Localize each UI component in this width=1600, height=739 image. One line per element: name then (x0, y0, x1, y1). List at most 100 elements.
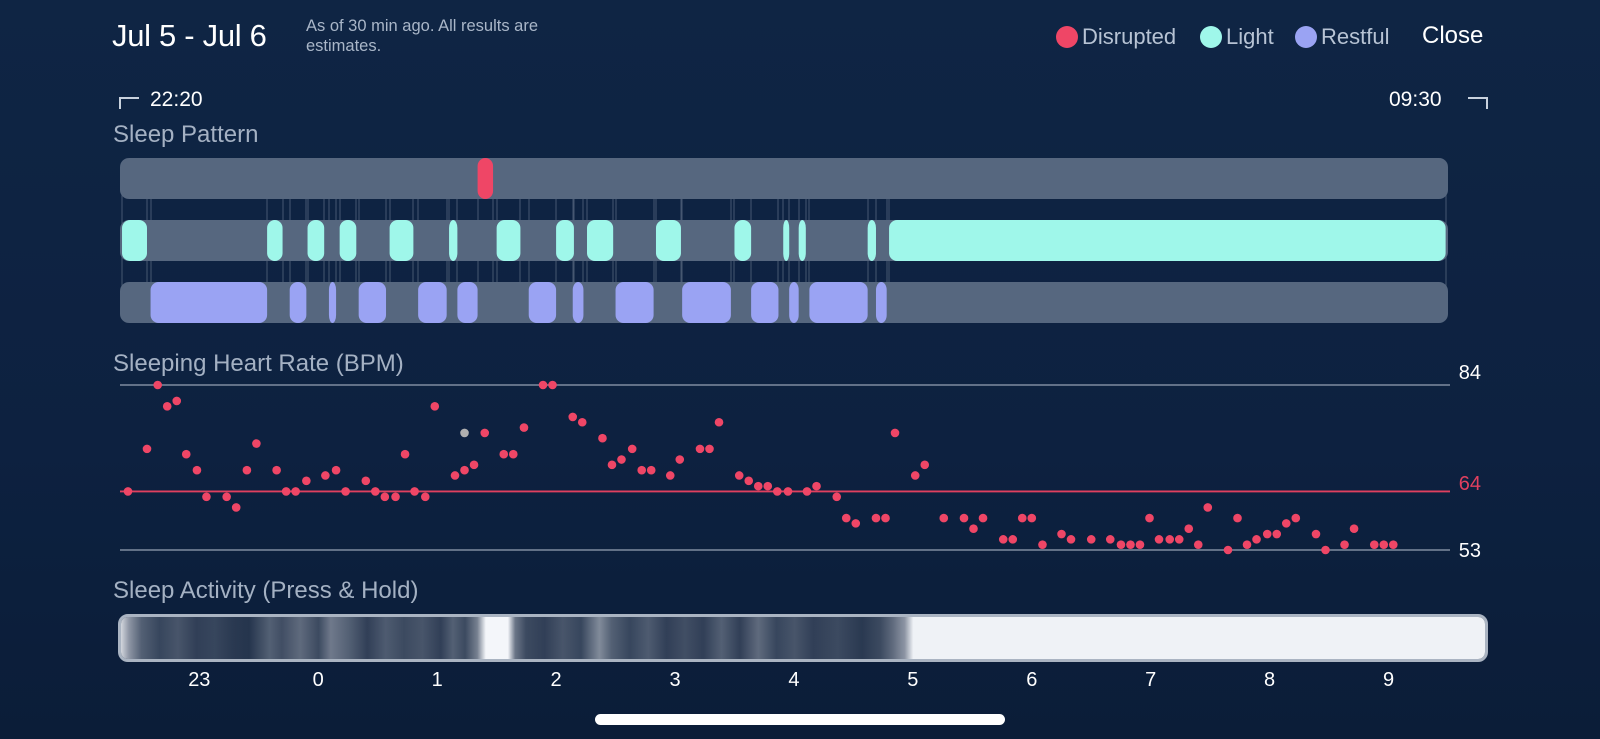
hr-point (841, 513, 851, 523)
time-tick-label: 7 (1145, 669, 1157, 691)
sleep-pattern-chart[interactable] (0, 150, 1600, 335)
legend-light: Light (1200, 24, 1274, 50)
hr-point (1262, 529, 1272, 539)
hr-point (499, 449, 509, 459)
segment-light (556, 220, 574, 261)
segment-light (734, 220, 752, 261)
hr-point (1116, 540, 1126, 549)
segment-restful (875, 282, 887, 323)
hr-point (1165, 535, 1175, 544)
segment-light (307, 220, 325, 261)
hr-point (142, 444, 152, 454)
hr-max-label: 84 (1458, 362, 1481, 384)
hr-point (637, 465, 647, 475)
hr-point (890, 428, 900, 438)
date-range-title: Jul 5 - Jul 6 (112, 18, 267, 53)
segment-light (267, 220, 283, 261)
hr-point (1038, 540, 1047, 549)
hr-point (450, 471, 460, 480)
segment-restful (150, 282, 268, 323)
hr-point (1242, 540, 1252, 549)
hr-point (162, 401, 172, 411)
hr-point (705, 444, 714, 454)
hr-point (802, 487, 812, 496)
hr-point (871, 513, 881, 523)
track-disrupted (120, 158, 1448, 199)
hr-point (714, 417, 724, 427)
hr-point (695, 444, 705, 454)
hr-point (734, 471, 744, 480)
time-tick-label: 5 (907, 669, 919, 691)
segment-restful (418, 282, 447, 323)
segment-light (867, 220, 876, 261)
hr-point (469, 460, 479, 470)
estimate-note: As of 30 min ago. All results are estima… (306, 17, 539, 55)
hr-point (1281, 519, 1291, 528)
hr-point (1017, 513, 1027, 523)
segment-light (389, 220, 414, 261)
hr-point (812, 481, 821, 491)
hr-point (291, 487, 300, 496)
hr-point (400, 449, 410, 459)
legend-restful-label: Restful (1321, 24, 1390, 49)
hr-point (910, 471, 920, 480)
segment-restful (457, 282, 478, 323)
hr-outlier-point (460, 428, 469, 438)
hr-point (222, 492, 231, 502)
hr-point (410, 487, 419, 496)
hr-point (665, 471, 675, 480)
time-tick-label: 23 (188, 669, 211, 691)
hr-point (1027, 513, 1037, 523)
hr-point (242, 465, 252, 475)
hr-point (1272, 529, 1282, 539)
segment-light (889, 220, 1446, 261)
disrupted-dot-icon (1056, 26, 1078, 48)
hr-point (617, 455, 626, 464)
time-tick-label: 3 (669, 669, 681, 691)
sleep-activity-bar[interactable] (118, 614, 1488, 662)
hr-point (978, 513, 988, 523)
hr-point (391, 492, 400, 502)
hr-avg-label: 64 (1458, 473, 1481, 495)
legend-disrupted: Disrupted (1056, 24, 1176, 50)
hr-point (430, 401, 440, 411)
hr-point (753, 481, 763, 491)
hr-point (1086, 535, 1096, 544)
segment-restful (358, 282, 387, 323)
hr-point (1369, 540, 1379, 549)
hr-point (1311, 529, 1321, 539)
hr-point (1379, 540, 1389, 549)
hr-point (920, 460, 930, 470)
hr-point (123, 487, 133, 496)
hr-point (460, 465, 469, 475)
hr-point (1388, 540, 1398, 549)
hr-point (192, 465, 202, 475)
hr-point (832, 492, 842, 502)
hr-point (646, 465, 656, 475)
segment-restful (528, 282, 557, 323)
time-tick-label: 2 (550, 669, 562, 691)
hr-point (281, 487, 291, 496)
hr-point (772, 487, 782, 496)
segment-light (449, 220, 458, 261)
hr-point (627, 444, 637, 454)
hr-point (851, 519, 861, 528)
hr-min-label: 53 (1458, 540, 1481, 562)
close-button[interactable]: Close (1422, 22, 1484, 49)
sleep-activity-title: Sleep Activity (Press & Hold) (113, 577, 419, 604)
home-indicator[interactable] (595, 714, 1005, 725)
hr-point (1340, 540, 1349, 549)
hr-point (1203, 503, 1213, 512)
segment-light (587, 220, 614, 261)
hr-point (1291, 513, 1301, 523)
hr-point (1223, 545, 1233, 555)
hr-point (1174, 535, 1184, 544)
time-tick-label: 0 (312, 669, 324, 691)
legend-light-label: Light (1226, 24, 1274, 49)
sleep-start-time: 22:20 (150, 88, 203, 111)
time-tick-label: 8 (1264, 669, 1276, 691)
hr-point (1193, 540, 1203, 549)
hr-point (321, 471, 330, 480)
time-tick-label: 9 (1382, 669, 1395, 691)
hr-point (231, 503, 241, 512)
